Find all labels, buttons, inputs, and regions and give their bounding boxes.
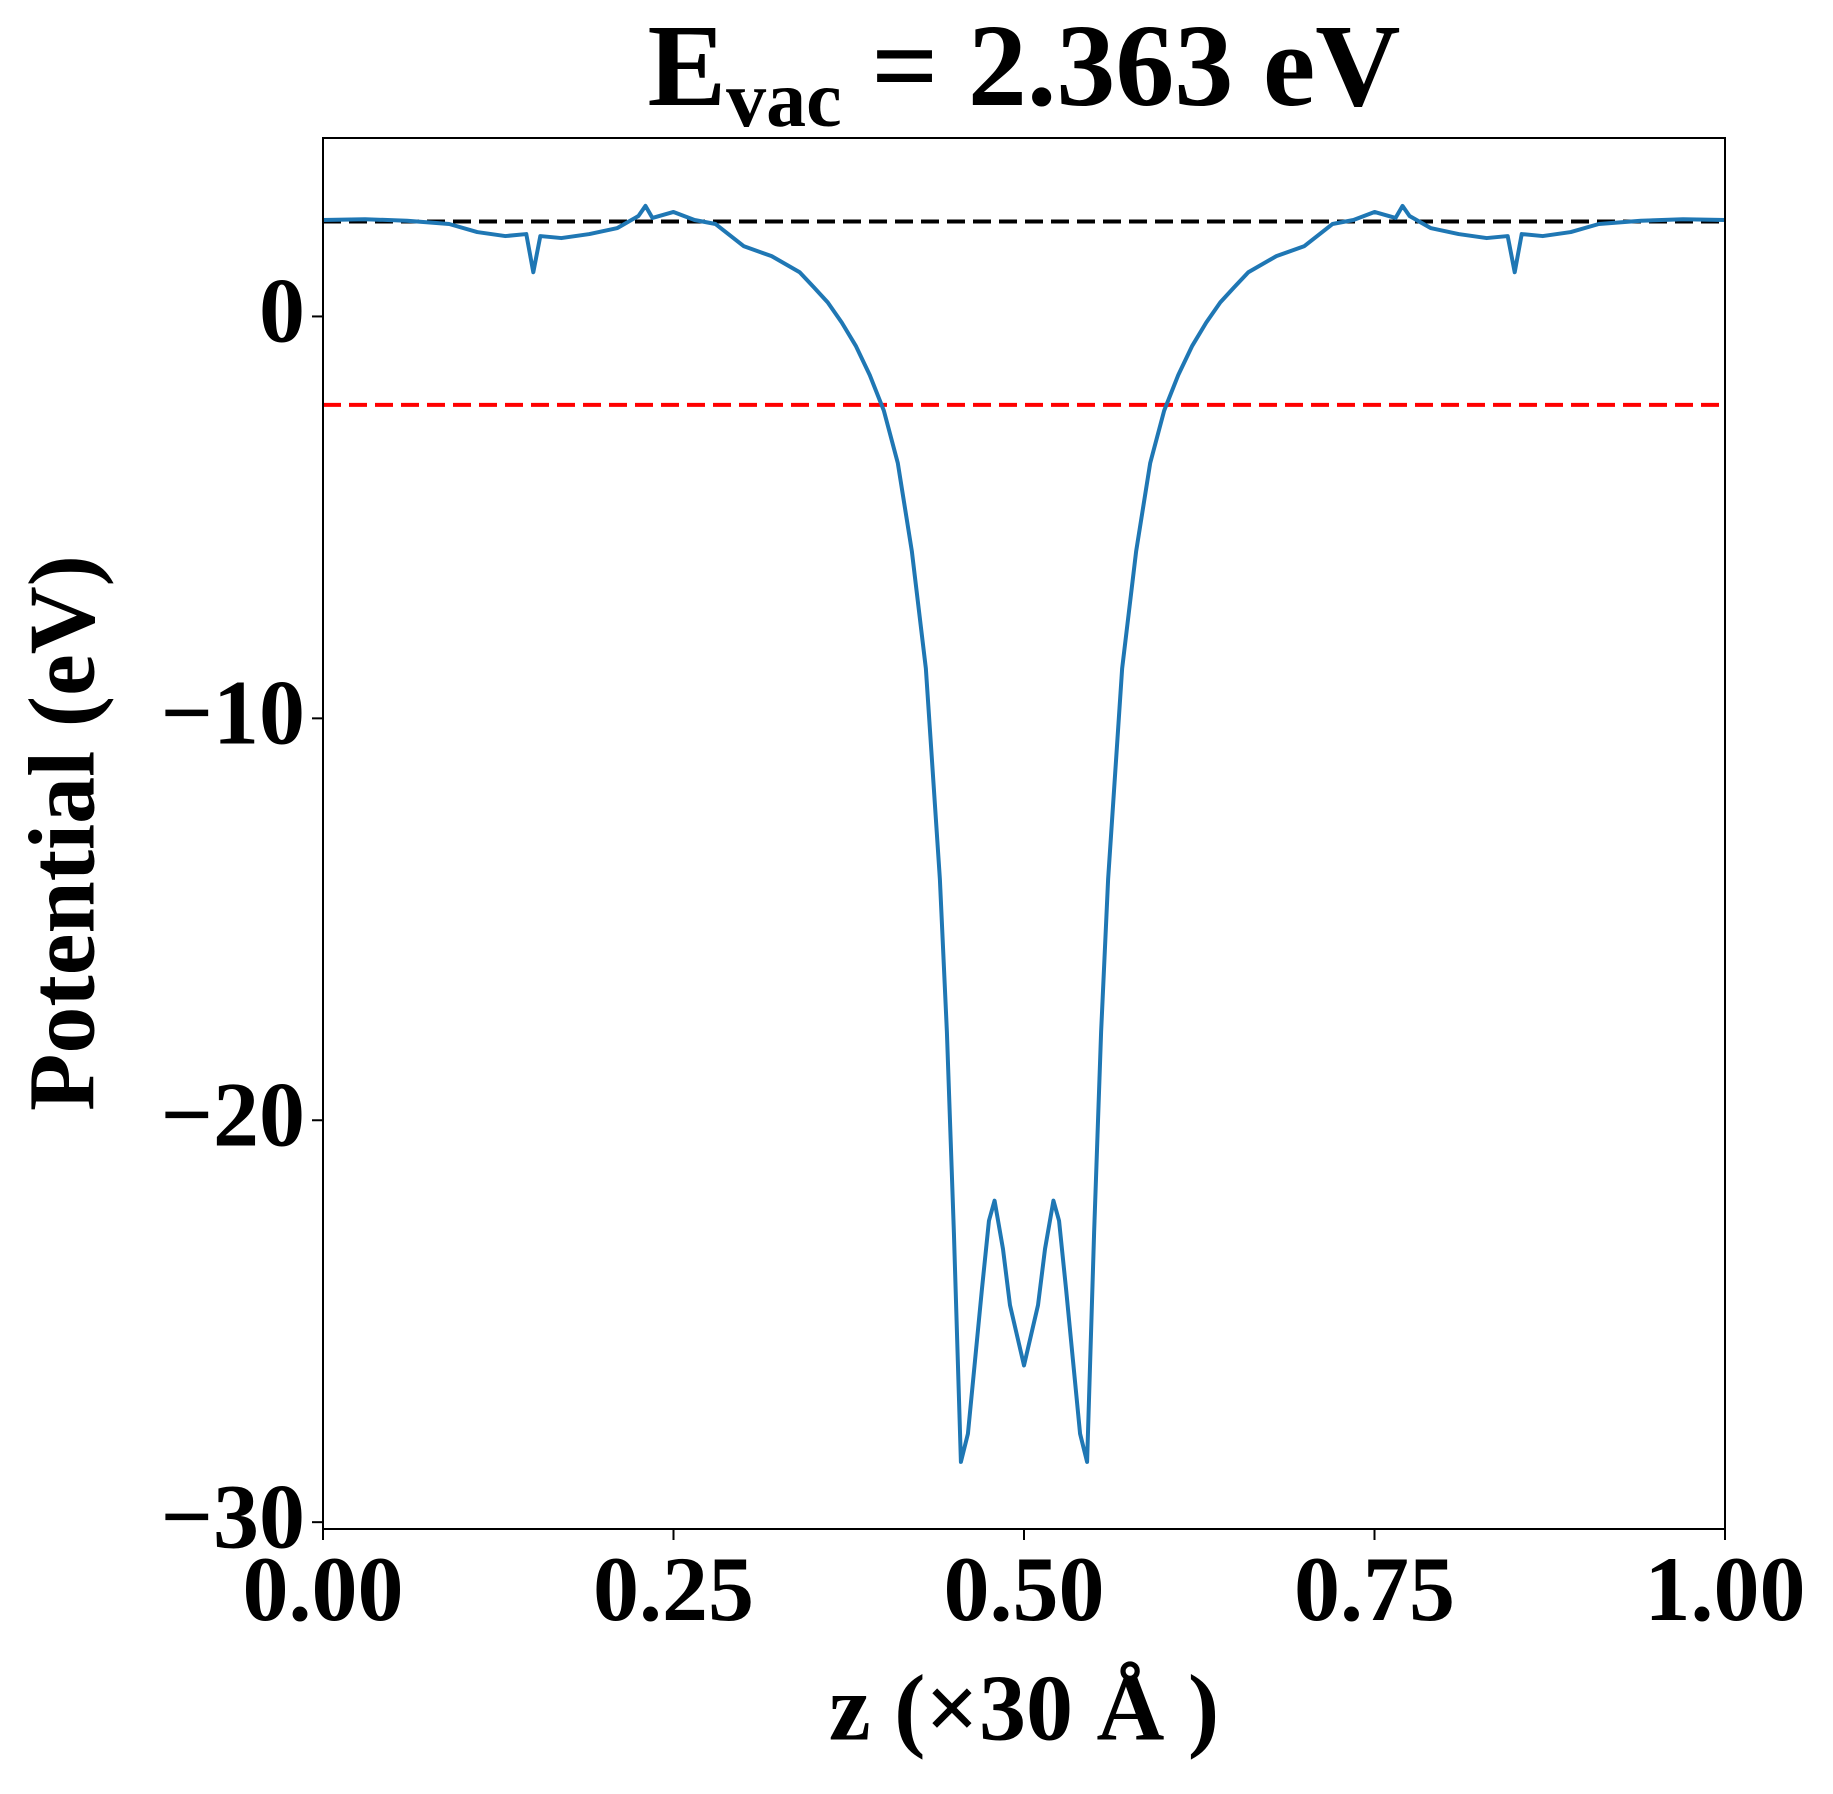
title-subscript: vac	[726, 56, 842, 144]
x-tick-label: 0.25	[593, 1538, 754, 1640]
x-tick-label: 0.75	[1294, 1538, 1455, 1640]
y-tick-label: −20	[161, 1063, 305, 1165]
title-main: E	[647, 0, 726, 131]
title-suffix: = 2.363 eV	[842, 0, 1401, 131]
potential-line	[322, 203, 1726, 1464]
y-tick-label: 0	[259, 260, 305, 362]
chart-title: Evac = 2.363 eV	[647, 0, 1400, 144]
x-tick-label: 1.00	[1645, 1538, 1806, 1640]
x-tick-label: 0.00	[243, 1538, 404, 1640]
y-tick-label: −30	[161, 1465, 305, 1567]
x-axis-label: z (×30 Å )	[829, 1657, 1219, 1761]
plot-frame	[322, 137, 1726, 1530]
y-tick-label: −10	[161, 661, 305, 763]
y-axis-label: Potential (eV)	[11, 555, 115, 1111]
x-tick-label: 0.50	[944, 1538, 1105, 1640]
